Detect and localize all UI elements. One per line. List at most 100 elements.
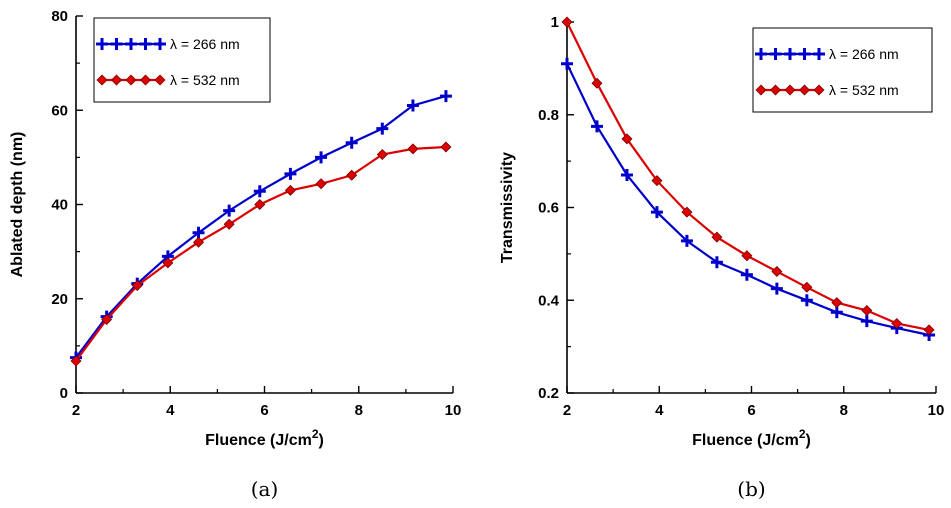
legend-marker-0	[784, 48, 796, 60]
y-tick-label: 0.2	[538, 385, 559, 402]
data-point-series-0	[561, 57, 573, 70]
legend-marker-0	[96, 38, 108, 50]
legend-marker-0	[755, 48, 767, 60]
data-point-series-0	[253, 185, 266, 198]
y-tick-label: 0.8	[538, 107, 559, 124]
data-point-series-1	[254, 199, 266, 210]
x-tick-label: 2	[563, 402, 571, 419]
data-point-series-0	[439, 90, 452, 103]
data-point-series-0	[860, 315, 873, 328]
legend-marker-1	[813, 84, 825, 96]
data-point-series-0	[345, 136, 358, 149]
data-point-series-0	[800, 294, 813, 307]
x-axis-label: Fluence (J/cm2)	[692, 427, 811, 449]
legend-marker-0	[798, 48, 811, 60]
data-point-series-1	[891, 317, 903, 329]
legend-marker-1	[111, 74, 122, 86]
data-point-series-0	[740, 268, 753, 281]
data-point-series-0	[680, 234, 693, 247]
data-point-series-1	[591, 77, 603, 89]
series-line-0	[75, 95, 447, 359]
data-point-series-0	[376, 122, 389, 135]
x-tick-label: 6	[747, 402, 755, 419]
legend-marker-0	[125, 38, 137, 50]
data-point-series-1	[771, 266, 783, 277]
y-axis-label: Ablated depth (nm)	[9, 132, 26, 278]
x-tick-label: 4	[166, 402, 175, 419]
y-axis-label: Transmissivity	[499, 152, 516, 263]
data-point-series-1	[651, 175, 663, 187]
legend-marker-0	[769, 48, 782, 60]
legend-marker-1	[799, 84, 810, 96]
legend-marker-0	[110, 38, 123, 50]
data-point-series-1	[561, 16, 573, 28]
data-point-series-1	[440, 141, 452, 153]
legend-marker-1	[154, 74, 166, 86]
data-point-series-0	[830, 306, 843, 319]
x-tick-label: 4	[655, 402, 664, 419]
legend-label-1: λ = 532 nm	[170, 72, 240, 88]
x-tick-label: 6	[260, 402, 268, 419]
data-point-series-1	[223, 218, 235, 230]
legend-marker-1	[770, 84, 781, 96]
data-point-series-0	[223, 204, 236, 217]
data-point-series-1	[923, 324, 935, 336]
data-point-series-0	[710, 256, 723, 269]
data-point-series-1	[861, 304, 873, 316]
data-point-series-1	[741, 250, 753, 262]
legend-marker-0	[139, 38, 152, 50]
data-point-series-1	[681, 206, 693, 218]
data-point-series-1	[131, 280, 143, 292]
legend-box	[752, 27, 933, 113]
data-point-series-0	[284, 167, 297, 180]
legend-box	[93, 17, 271, 103]
data-point-series-1	[284, 184, 296, 196]
y-tick-label: 20	[51, 291, 68, 308]
data-point-series-0	[406, 99, 419, 112]
y-tick-label: 40	[51, 197, 68, 214]
data-point-series-1	[193, 236, 205, 248]
data-point-series-0	[650, 206, 663, 219]
y-tick-label: 1	[551, 14, 559, 31]
x-axis-label: Fluence (J/cm2)	[205, 427, 324, 449]
panel-label: (a)	[251, 477, 279, 501]
legend-marker-1	[96, 74, 108, 86]
data-point-series-0	[770, 282, 783, 295]
legend-label-0: λ = 266 nm	[829, 46, 899, 62]
y-tick-label: 60	[51, 102, 68, 119]
data-point-series-1	[407, 143, 419, 155]
legend-marker-0	[813, 48, 825, 60]
legend-marker-1	[784, 84, 796, 96]
y-tick-label: 0.6	[538, 200, 559, 217]
panel-b: 2 4 6 8 10 0.2 0.4 0.6 0.8 1 Fluence (J/cm2) Transm…	[499, 14, 944, 501]
legend-marker-0	[154, 38, 166, 50]
data-point-series-0	[315, 151, 328, 164]
x-tick-label: 10	[445, 402, 462, 419]
data-point-series-1	[101, 313, 113, 325]
legend-label-1: λ = 532 nm	[829, 82, 899, 98]
data-point-series-1	[315, 178, 327, 190]
data-point-series-1	[376, 149, 388, 161]
data-point-series-1	[621, 133, 633, 145]
x-tick-label: 2	[72, 402, 80, 419]
data-point-series-1	[711, 231, 723, 243]
data-point-series-0	[590, 120, 603, 133]
data-point-series-1	[831, 297, 843, 309]
legend-label-0: λ = 266 nm	[170, 36, 240, 52]
data-point-series-1	[346, 169, 358, 181]
legend-marker-1	[140, 74, 151, 86]
data-point-series-1	[801, 281, 813, 293]
data-point-series-1	[70, 355, 82, 367]
legend-marker-1	[125, 74, 137, 86]
y-tick-label: 0.4	[538, 292, 560, 309]
data-point-series-0	[620, 169, 633, 182]
panel-label: (b)	[737, 477, 765, 501]
panel-a: 2 4 6 8 10 0 20 40 60 80 Fluence (J/cm2) Ablated de…	[9, 8, 461, 501]
x-tick-label: 8	[840, 402, 848, 419]
data-point-series-1	[162, 257, 174, 269]
x-tick-label: 8	[355, 402, 363, 419]
x-tick-label: 10	[928, 402, 945, 419]
legend-marker-1	[755, 84, 767, 96]
y-tick-label: 0	[60, 385, 68, 402]
